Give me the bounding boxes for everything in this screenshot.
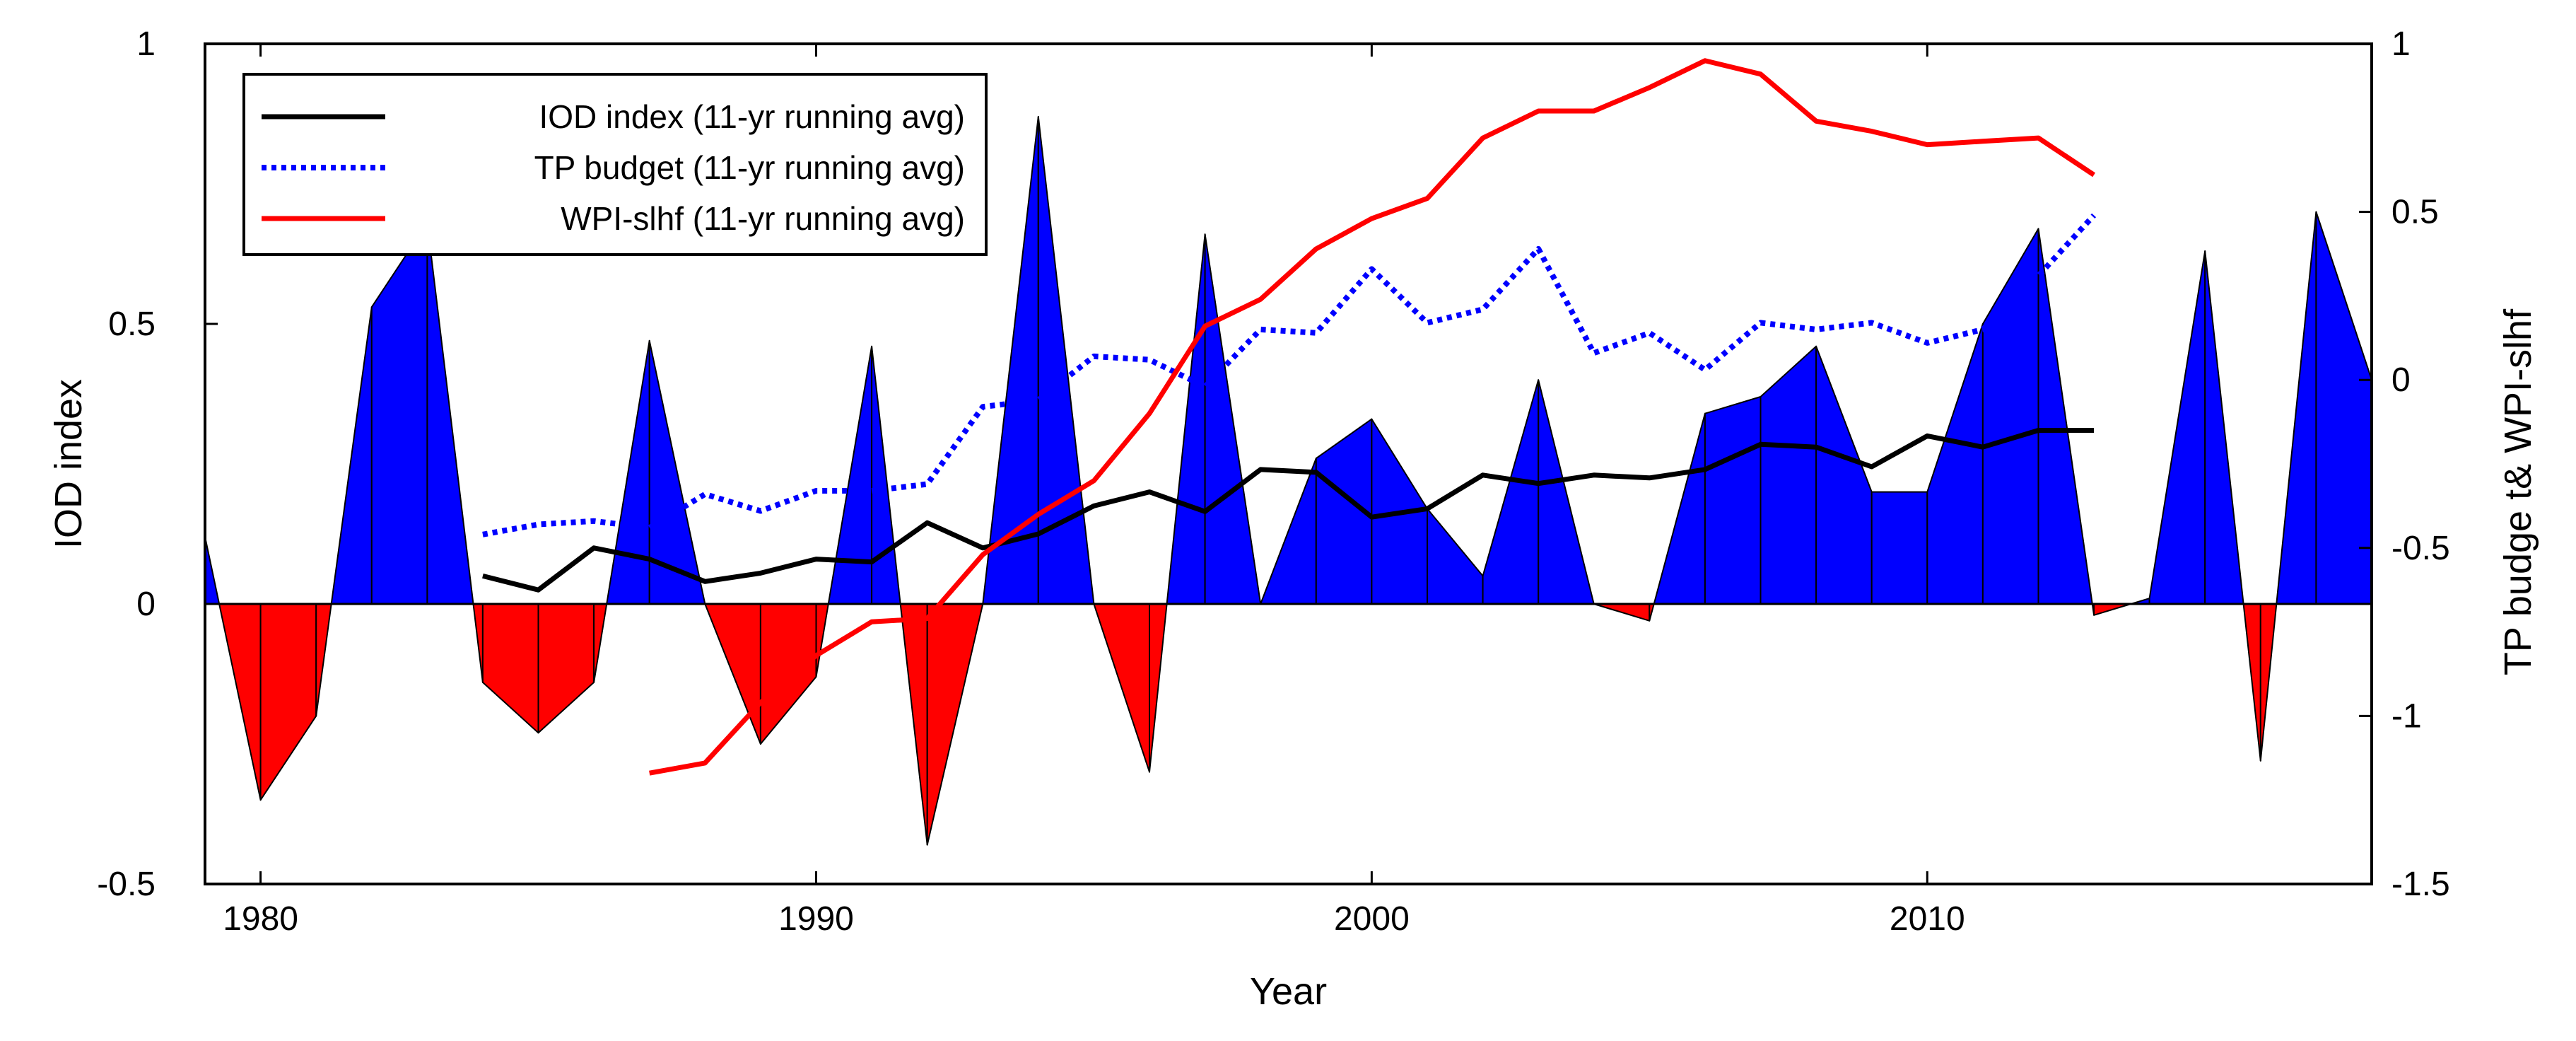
iod-area-segment-1991-1 <box>899 603 928 846</box>
iod-area-segment-2001 <box>1427 508 1484 605</box>
iod-area-segment-1993 <box>982 116 1039 605</box>
iod-area-segment-2010 <box>1926 323 1984 605</box>
iod-area-segment-1990-1 <box>827 345 873 605</box>
y-tick-label-2: 0.5 <box>108 306 156 343</box>
iod-area-segment-1991-0 <box>871 345 901 605</box>
iod-area-segment-1992 <box>926 603 984 846</box>
ticks-layer: 1980 1990 2000 2010 -0.5 0 0.5 1 -1.5 -1 -0.5 0 0.5 1 <box>97 25 2449 938</box>
series-line-iod-running-avg <box>482 428 2095 593</box>
iod-area-segment-2016-1 <box>2276 211 2317 605</box>
iod-area-segment-1980 <box>259 603 317 801</box>
iod-area-segment-1979-1 <box>218 603 262 801</box>
y-tick-label-1: 0 <box>136 586 156 623</box>
y2-tick-label-3: 0 <box>2391 361 2411 399</box>
series-line-wpi-slhf <box>649 58 2096 776</box>
iod-area-segment-2014 <box>2148 250 2206 605</box>
iod-area-segment-1983-0 <box>426 222 474 605</box>
iod-area-segment-2017 <box>2315 211 2372 605</box>
iod-area-segment-2006 <box>1704 396 1762 605</box>
iod-area-segment-1998 <box>1260 458 1317 605</box>
iod-area-segment-2015-0 <box>2204 250 2244 605</box>
x-tick-label-1990: 1990 <box>778 900 854 938</box>
x-tick-label-2000: 2000 <box>1334 900 1410 938</box>
iod-area-segment-2005-1 <box>1653 412 1706 605</box>
iod-area-segment-1996-1 <box>1166 233 1206 605</box>
iod-area-segment-1982 <box>370 222 428 605</box>
iod-area-segment-1995 <box>1093 603 1150 773</box>
iod-area-segment-1989 <box>759 603 817 745</box>
y2-tick-label-0: -1.5 <box>2391 866 2450 903</box>
iod-area-segment-1996-0 <box>1149 603 1168 773</box>
iod-area-segment-2009 <box>1870 491 1928 605</box>
legend-label-wpi-slhf: WPI-slhf (11-yr running avg) <box>561 200 965 237</box>
y2-tick-label-2: -0.5 <box>2391 530 2450 567</box>
iod-area-segment-1986-1 <box>606 339 650 605</box>
y-axis-title: IOD index <box>47 379 90 549</box>
legend-label-iod: IOD index (11-yr running avg) <box>539 98 965 135</box>
iod-area-segment-2002 <box>1482 379 1540 605</box>
iod-area-segment-2011 <box>1981 228 2039 605</box>
y2-axis-title: TP budge t& WPI-slhf <box>2497 308 2539 675</box>
legend-label-tp-budget: TP budget (11-yr running avg) <box>534 149 965 186</box>
iod-area-segment-1985 <box>537 603 595 734</box>
iod-area-segment-2013-0 <box>2093 603 2132 616</box>
iod-area-segment-2007 <box>1760 345 1817 605</box>
iod-area-segment-1988 <box>704 603 761 745</box>
y-tick-label-0: -0.5 <box>97 866 156 903</box>
iod-area-segment-1981-0 <box>315 603 332 717</box>
y2-tick-label-4: 0.5 <box>2391 194 2439 231</box>
iod-area-segment-1981-1 <box>330 306 373 605</box>
x-axis-title: Year <box>1250 970 1327 1013</box>
iod-area-segment-2016-0 <box>2259 603 2278 762</box>
iod-area-segment-2004 <box>1593 603 1651 622</box>
iod-area-segment-1986-0 <box>593 603 608 683</box>
x-tick-label-2010: 2010 <box>1890 900 1965 938</box>
series-layer <box>482 58 2097 776</box>
plot-frame <box>204 42 2373 885</box>
iod-area-segment-2005-0 <box>1649 603 1655 622</box>
iod-area-segment-1984 <box>481 603 539 734</box>
y-tick-label-3: 1 <box>136 25 156 63</box>
legend-box <box>242 73 988 256</box>
iod-area-segment-2003 <box>1538 379 1595 605</box>
iod-area-segment-2015-1 <box>2242 603 2261 762</box>
iod-area-segment-1979-0 <box>204 536 221 605</box>
iod-area-segment-1990-0 <box>815 603 829 677</box>
x-tick-label-1980: 1980 <box>223 900 298 938</box>
legend: IOD index (11-yr running avg) TP budget … <box>242 73 988 256</box>
iod-area-segment-2008 <box>1815 345 1873 605</box>
iod-area-segment-1997 <box>1204 233 1262 605</box>
iod-area-segment-2012-0 <box>2037 228 2093 605</box>
series-line-tp-budget <box>482 213 2097 537</box>
iod-area-segment-1983-1 <box>472 603 484 683</box>
iod-area-layer <box>204 116 2372 846</box>
y2-tick-label-5: 1 <box>2391 25 2411 63</box>
y2-tick-label-1: -1 <box>2391 697 2422 735</box>
